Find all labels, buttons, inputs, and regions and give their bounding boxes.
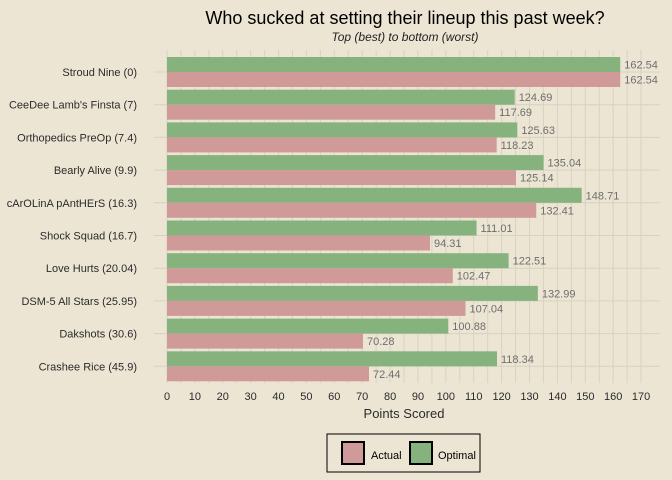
x-tick-label: 140 [548,391,566,403]
x-tick-label: 20 [217,391,229,403]
chart-title: Who sucked at setting their lineup this … [205,8,604,28]
bars [167,57,621,382]
x-tick-label: 130 [520,391,538,403]
bar-optimal [167,351,497,367]
x-tick-label: 100 [437,391,455,403]
x-tick-label: 110 [465,391,483,403]
bar-actual [167,333,363,349]
x-tick-label: 80 [384,391,396,403]
bar-optimal [167,318,449,334]
bar-actual [167,104,496,120]
legend-label-actual: Actual [371,450,402,462]
category-label: Bearly Alive (9.9) [54,165,137,177]
x-axis-ticks: 0 10 20 30 40 50 60 70 80 90 100 110 120 130 140 150 160… [164,391,650,403]
category-label: DSM-5 All Stars (25.95) [21,296,137,308]
x-tick-label: 120 [492,391,510,403]
x-tick-label: 0 [164,391,170,403]
bar-optimal [167,220,477,236]
x-tick-label: 50 [300,391,312,403]
category-label: Crashee Rice (45.9) [39,361,137,373]
category-label: Orthopedics PreOp (7.4) [17,132,137,144]
category-labels: Stroud Nine (0) CeeDee Lamb's Finsta (7) O… [7,67,137,373]
chart-subtitle: Top (best) to bottom (worst) [332,30,479,44]
data-label-optimal: 124.69 [519,92,553,104]
bar-actual [167,235,430,251]
bar-optimal [167,285,538,301]
data-label-actual: 94.31 [434,238,462,250]
data-label-optimal: 148.71 [586,190,620,202]
x-tick-label: 30 [245,391,257,403]
data-label-actual: 132.41 [540,205,574,217]
data-label-optimal: 100.88 [452,321,486,333]
bar-optimal [167,253,509,269]
bar-optimal [167,57,621,72]
category-label: CeeDee Lamb's Finsta (7) [9,100,137,112]
data-label-actual: 125.14 [520,173,554,185]
bar-actual [167,170,516,186]
category-label: Love Hurts (20.04) [46,263,137,275]
bar-actual [167,202,537,218]
data-label-actual: 72.44 [373,369,401,381]
data-label-actual: 70.28 [367,336,395,348]
category-label: Stroud Nine (0) [62,67,137,79]
legend-swatch-optimal [409,441,433,465]
bar-actual [167,72,621,87]
data-label-actual: 102.47 [457,271,491,283]
bar-actual [167,268,453,284]
bar-optimal [167,187,582,203]
bar-optimal [167,155,544,171]
x-tick-label: 170 [632,391,650,403]
x-tick-label: 150 [576,391,594,403]
category-label: Dakshots (30.6) [59,329,137,341]
data-label-actual: 118.23 [501,140,534,152]
category-label: cArOLinA pAntHErS (16.3) [7,198,137,210]
data-label-optimal: 111.01 [481,223,513,235]
data-label-optimal: 162.54 [624,60,658,72]
bar-optimal [167,89,515,105]
bar-actual [167,300,466,316]
data-labels: 162.54 162.54 124.69 117.69 125.63 118.23 135.… [367,60,658,381]
x-tick-label: 90 [412,391,424,403]
x-tick-label: 70 [356,391,368,403]
bar-optimal [167,122,518,138]
x-tick-label: 40 [272,391,284,403]
legend: Actual Optimal [326,433,481,473]
data-label-optimal: 125.63 [521,125,555,137]
data-label-optimal: 118.34 [501,354,534,366]
x-axis-title: Points Scored [364,406,445,421]
data-label-actual: 117.69 [499,107,532,119]
legend-box [326,433,481,473]
bar-actual [167,137,497,153]
x-tick-label: 160 [604,391,622,403]
category-label: Shock Squad (16.7) [40,231,137,243]
legend-label-optimal: Optimal [438,450,476,462]
data-label-optimal: 135.04 [548,158,582,170]
x-tick-label: 10 [189,391,201,403]
x-tick-label: 60 [328,391,340,403]
data-label-optimal: 132.99 [542,288,576,300]
data-label-actual: 162.54 [624,75,658,87]
legend-swatch-actual [341,441,365,465]
data-label-actual: 107.04 [469,303,503,315]
data-label-optimal: 122.51 [513,256,547,268]
bar-actual [167,366,369,382]
